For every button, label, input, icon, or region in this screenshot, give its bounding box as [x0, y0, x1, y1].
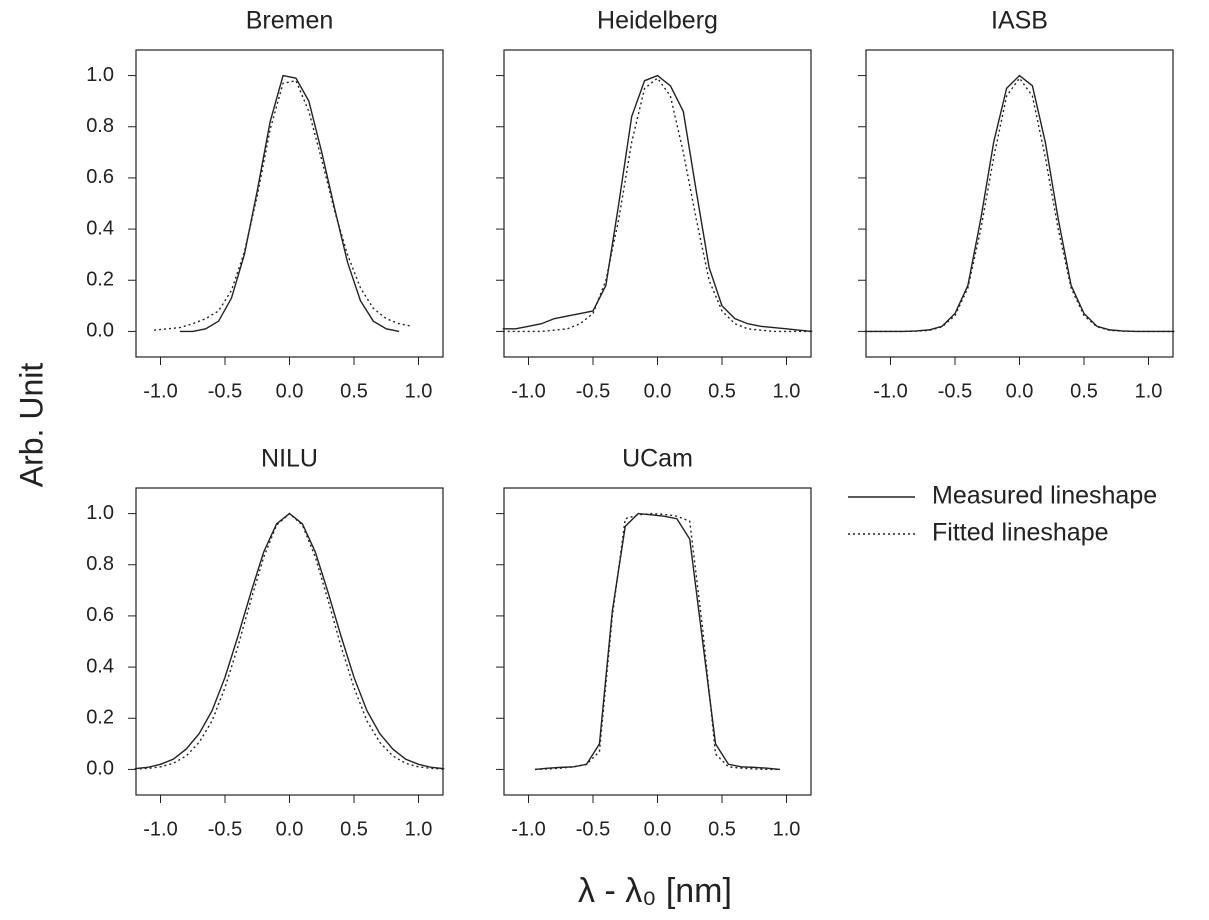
x-tick-label: -0.5 — [576, 818, 610, 840]
line-series — [864, 76, 1175, 333]
line-series — [502, 77, 813, 333]
x-tick-label: 0.0 — [276, 818, 304, 840]
x-tick-label: -1.0 — [511, 818, 545, 840]
y-tick-label: 1.0 — [86, 502, 114, 524]
line-series — [134, 512, 445, 770]
y-tick-label: 1.0 — [86, 64, 114, 86]
y-tick-label: 0.8 — [86, 553, 114, 575]
plot-frame — [135, 487, 444, 796]
panel-title: NILU — [261, 445, 318, 473]
line-series — [502, 74, 813, 333]
x-tick-label: 0.5 — [340, 380, 368, 402]
line-series — [179, 74, 400, 333]
x-tick-label: 0.5 — [708, 380, 736, 402]
x-tick-label: -1.0 — [143, 380, 177, 402]
panel-title: Heidelberg — [597, 7, 718, 35]
plot-frame — [135, 49, 444, 358]
plot-frame — [503, 487, 812, 796]
x-tick-label: 1.0 — [773, 818, 801, 840]
x-tick-label: -1.0 — [511, 380, 545, 402]
x-tick-label: -0.5 — [938, 380, 972, 402]
x-axis-label: λ - λ₀ [nm] — [578, 872, 732, 910]
x-tick-label: 0.0 — [644, 380, 672, 402]
panel-title: Bremen — [246, 7, 334, 35]
x-tick-label: 1.0 — [405, 818, 433, 840]
y-tick-label: 0.6 — [86, 604, 114, 626]
y-tick-label: 0.4 — [86, 655, 114, 677]
plot-frame — [865, 49, 1174, 358]
x-tick-label: 0.5 — [1070, 380, 1098, 402]
y-tick-label: 0.2 — [86, 707, 114, 729]
x-tick-label: 0.0 — [644, 818, 672, 840]
y-axis-label: Arb. Unit — [13, 363, 49, 488]
panel-title: IASB — [991, 7, 1048, 35]
y-tick-label: 0.0 — [86, 758, 114, 780]
x-tick-label: 1.0 — [773, 380, 801, 402]
legend-label: Fitted lineshape — [932, 519, 1109, 547]
line-series — [153, 79, 413, 331]
x-tick-label: 0.0 — [276, 380, 304, 402]
panel-title: UCam — [622, 445, 693, 473]
line-series — [534, 512, 781, 771]
x-tick-label: 0.5 — [340, 818, 368, 840]
x-tick-label: 1.0 — [1135, 380, 1163, 402]
line-series — [534, 512, 781, 771]
plot-frame — [503, 49, 812, 358]
x-tick-label: -0.5 — [576, 380, 610, 402]
line-series — [864, 74, 1175, 333]
y-tick-label: 0.2 — [86, 269, 114, 291]
x-tick-label: -0.5 — [208, 818, 242, 840]
x-tick-label: 0.0 — [1006, 380, 1034, 402]
line-series — [134, 512, 445, 770]
y-tick-label: 0.0 — [86, 320, 114, 342]
y-tick-label: 0.8 — [86, 115, 114, 137]
y-tick-label: 0.4 — [86, 217, 114, 239]
x-tick-label: -0.5 — [208, 380, 242, 402]
x-tick-label: -1.0 — [873, 380, 907, 402]
y-tick-label: 0.6 — [86, 166, 114, 188]
legend-label: Measured lineshape — [932, 482, 1157, 510]
x-tick-label: -1.0 — [143, 818, 177, 840]
x-tick-label: 1.0 — [405, 380, 433, 402]
x-tick-label: 0.5 — [708, 818, 736, 840]
